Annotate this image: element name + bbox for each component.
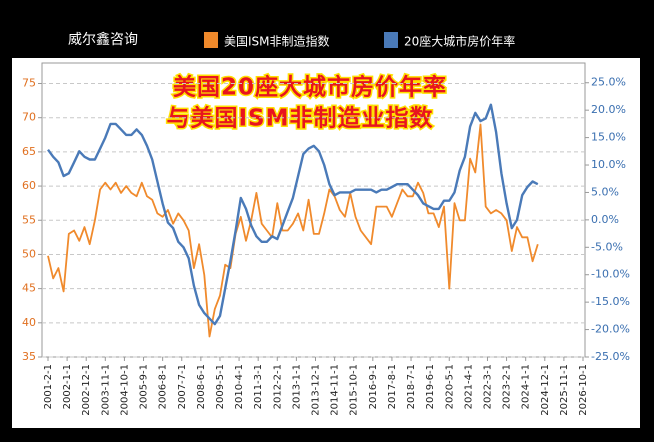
y2-tick-label: 15.0% (591, 131, 626, 144)
x-tick-label: 2013-12-1 (311, 364, 322, 416)
y-tick-label: 70 (22, 111, 36, 124)
legend-label: 美国ISM非制造指数 (224, 34, 330, 49)
x-tick-label: 2018-7-1 (406, 364, 417, 409)
legend-label: 20座大城市房价年率 (404, 34, 515, 49)
y2-tick-label: -5.0% (591, 240, 623, 253)
y2-tick-label: 20.0% (591, 103, 626, 116)
x-tick-label: 2016-9-1 (368, 364, 379, 409)
y2-tick-label: 10.0% (591, 158, 626, 171)
series-line (47, 123, 539, 338)
legend-swatch (384, 32, 398, 48)
x-tick-label: 2025-11-1 (559, 364, 570, 416)
x-tick-label: 2014-11-1 (330, 364, 341, 416)
x-tick-label: 2021-4-1 (463, 364, 474, 409)
x-tick-label: 2019-6-1 (425, 364, 436, 409)
y2-tick-label: 0.0% (591, 213, 619, 226)
x-tick-label: 2022-3-1 (482, 364, 493, 409)
x-tick-label: 2010-4-1 (234, 364, 245, 409)
x-tick-label: 2024-1-1 (521, 364, 532, 409)
source: 威尔鑫咨询 (68, 31, 138, 48)
y2-tick-label: -15.0% (591, 295, 630, 308)
x-tick-label: 2002-12-1 (81, 364, 92, 416)
y2-tick-label: 5.0% (591, 185, 619, 198)
x-tick-label: 2023-2-1 (502, 364, 513, 409)
y-tick-label: 50 (22, 247, 36, 260)
x-tick-label: 2008-6-1 (196, 364, 207, 409)
y-tick-label: 45 (22, 282, 36, 295)
y2-tick-label: -10.0% (591, 268, 630, 281)
y-tick-label: 55 (22, 213, 36, 226)
x-tick-label: 2026-10-1 (578, 364, 589, 416)
y-tick-label: 65 (22, 145, 36, 158)
y-tick-label: 40 (22, 316, 36, 329)
x-tick-label: 2020-5-1 (444, 364, 455, 409)
y-tick-label: 60 (22, 179, 36, 192)
x-tick-label: 2004-10-1 (119, 364, 130, 416)
x-tick-label: 2005-9-1 (139, 364, 150, 409)
legend-swatch (204, 32, 218, 48)
x-tick-label: 2009-5-1 (215, 364, 226, 409)
x-tick-label: 2012-2-1 (272, 364, 283, 409)
x-tick-label: 2011-3-1 (253, 364, 264, 409)
y2-tick-label: -25.0% (591, 350, 630, 363)
y2-tick-label: -20.0% (591, 323, 630, 336)
x-tick-label: 2006-8-1 (158, 364, 169, 409)
x-tick-label: 2013-1-1 (291, 364, 302, 409)
x-tick-label: 2001-2-1 (43, 364, 54, 409)
legend: 美国ISM非制造指数 20座大城市房价年率 (204, 32, 515, 49)
y-tick-label: 75 (22, 77, 36, 90)
x-tick-label: 2024-12-1 (540, 364, 551, 416)
x-tick-label: 2007-7-1 (177, 364, 188, 409)
y-tick-label: 35 (22, 350, 36, 363)
series-line (47, 103, 539, 326)
chart-title: 美国20座大城市房价年率 (173, 74, 447, 101)
x-tick-label: 2003-11-1 (100, 364, 111, 416)
x-tick-label: 2015-10-1 (349, 364, 360, 416)
x-tick-label: 2017-8-1 (387, 364, 398, 409)
y2-tick-label: 25.0% (591, 76, 626, 89)
x-tick-label: 2002-1-1 (62, 364, 73, 409)
